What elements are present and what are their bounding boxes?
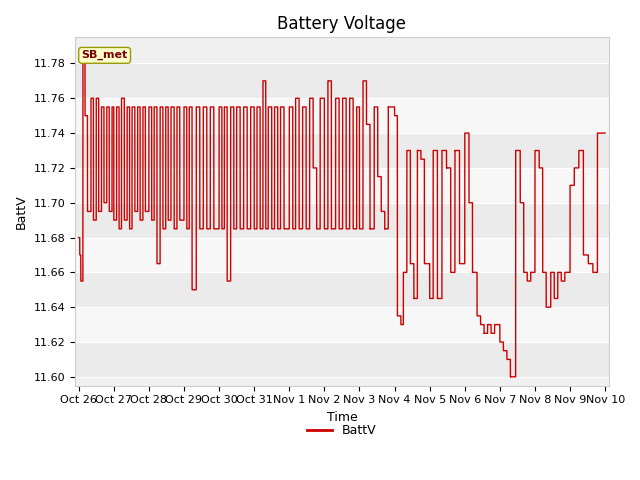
Bar [75, 342, 609, 377]
X-axis label: Time: Time [326, 411, 357, 424]
Bar [75, 98, 609, 133]
Bar [75, 203, 609, 238]
Bar [75, 63, 609, 98]
Legend: BattV: BattV [302, 419, 381, 442]
Bar [75, 238, 609, 272]
Bar [75, 307, 609, 342]
Bar [75, 168, 609, 203]
Text: SB_met: SB_met [81, 50, 128, 60]
Y-axis label: BattV: BattV [15, 194, 28, 229]
Bar [75, 272, 609, 307]
Title: Battery Voltage: Battery Voltage [277, 15, 406, 33]
Bar [75, 133, 609, 168]
